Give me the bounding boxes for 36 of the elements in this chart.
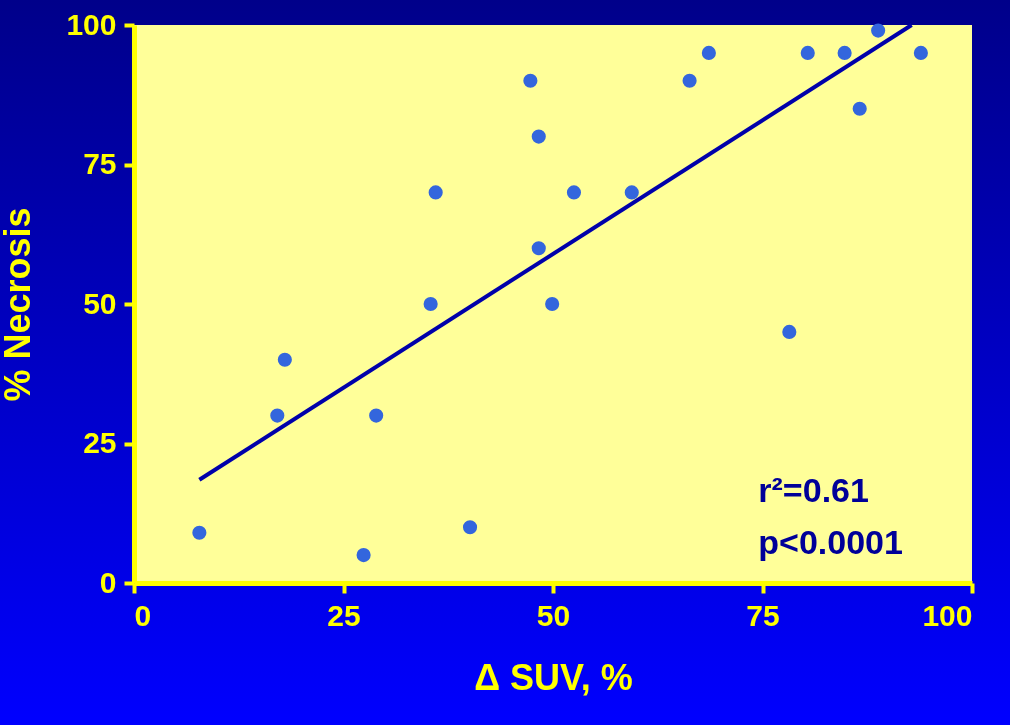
point <box>701 45 716 60</box>
x-tick-label: 75 <box>746 598 780 632</box>
point <box>428 185 443 200</box>
x-tick-label: 0 <box>134 598 152 632</box>
y-axis-title: % Necrosis <box>0 207 39 402</box>
x-axis-title: Δ SUV, % <box>474 656 633 698</box>
point <box>545 296 560 312</box>
y-tick-label: 50 <box>83 286 117 320</box>
point <box>523 73 538 88</box>
point <box>270 408 285 423</box>
point <box>566 185 582 200</box>
point <box>871 23 886 38</box>
x-tick-label: 25 <box>327 598 361 632</box>
y-tick-label: 100 <box>66 7 117 41</box>
point <box>782 324 797 339</box>
y-tick-label: 0 <box>99 565 117 599</box>
annotation: r²=0.61 <box>758 471 869 510</box>
y-tick-label: 75 <box>83 147 117 180</box>
point <box>192 525 207 540</box>
x-tick-label: 50 <box>536 598 571 632</box>
x-tick-label: 100 <box>922 598 973 632</box>
point <box>682 73 697 88</box>
point <box>624 185 639 200</box>
point <box>531 241 546 256</box>
point <box>462 520 478 535</box>
point <box>356 548 371 563</box>
point <box>423 296 438 312</box>
point <box>277 352 292 367</box>
annotation: p<0.0001 <box>758 523 903 562</box>
y-tick-label: 25 <box>83 426 117 459</box>
point <box>531 129 546 144</box>
point <box>913 45 928 60</box>
point <box>369 408 384 423</box>
point <box>852 101 867 116</box>
point <box>837 45 852 60</box>
point <box>800 45 815 60</box>
